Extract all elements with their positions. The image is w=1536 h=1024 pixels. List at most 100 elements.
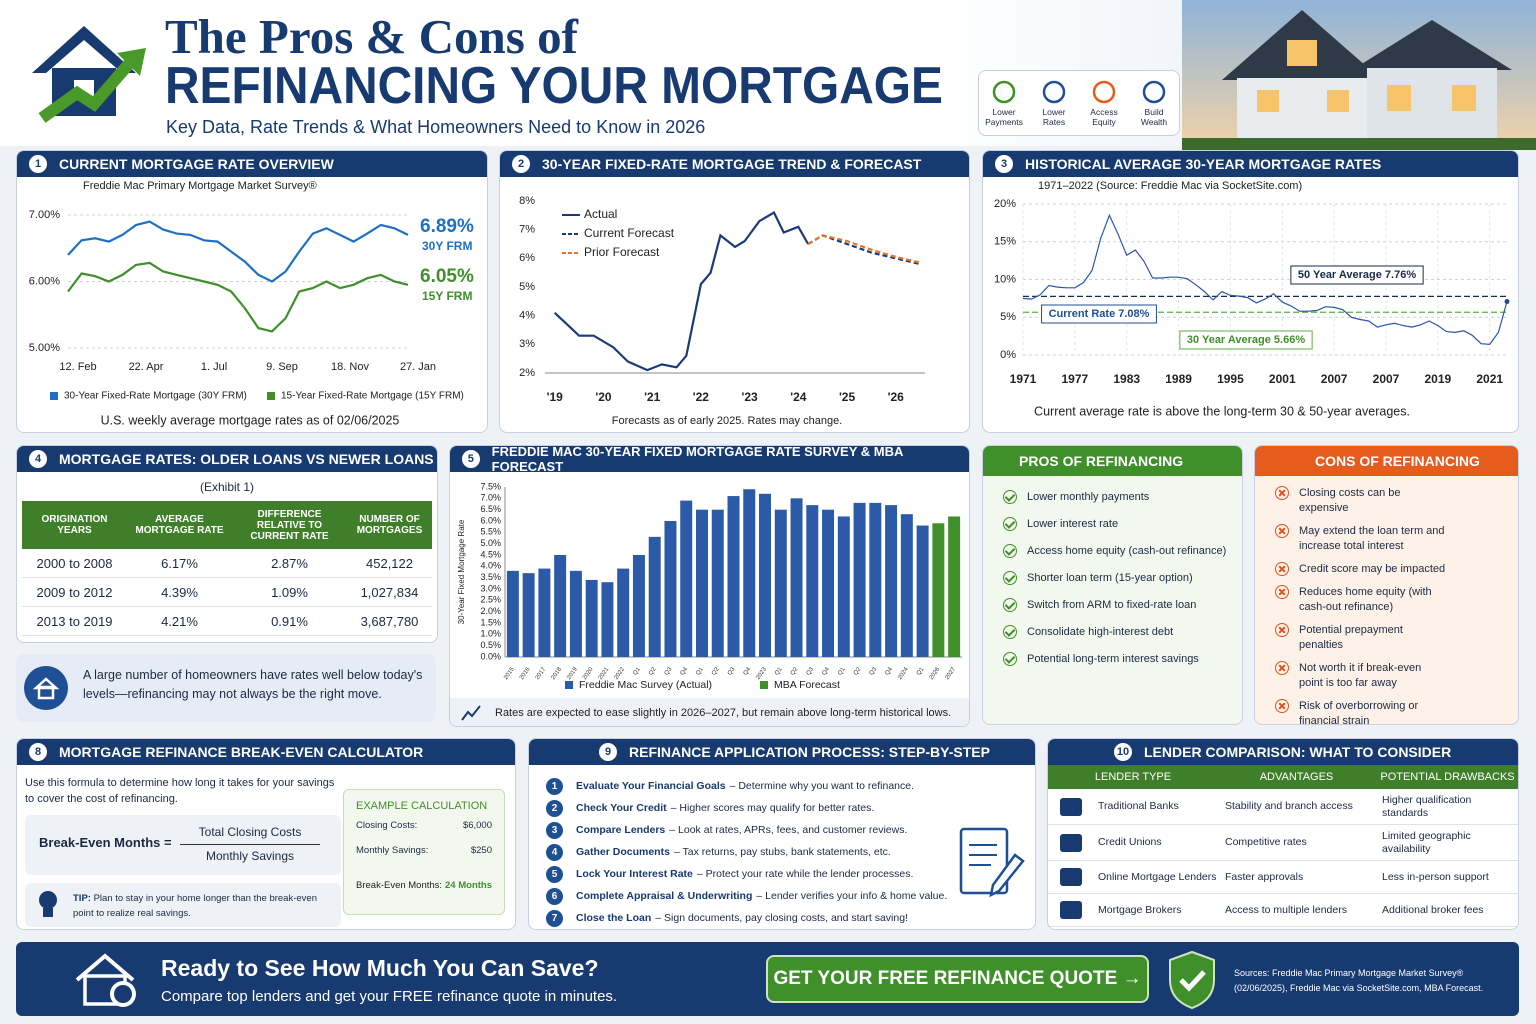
badge-label: Lower Rates xyxy=(1042,107,1066,127)
step-title: Lock Your Interest Rate xyxy=(576,868,693,880)
item-icon xyxy=(1003,571,1017,585)
table-cell: Competitive rates xyxy=(1218,825,1375,861)
badge: Build Wealth xyxy=(1131,79,1177,135)
example-row: Monthly Savings: $250 xyxy=(356,845,492,856)
pros-item: Lower interest rate xyxy=(999,517,1228,532)
cell-text: Access to multiple lenders xyxy=(1225,903,1347,916)
table-cell: 2000 to 2008 xyxy=(22,549,127,578)
item-icon xyxy=(1003,517,1017,531)
step-text: – Protect your rate while the lender pro… xyxy=(696,868,914,880)
pros-item: Access home equity (cash-out refinance) xyxy=(999,544,1228,559)
table-cell: 2009 to 2012 xyxy=(22,578,127,607)
cons-item: Potential prepayment penalties xyxy=(1271,623,1446,653)
lender-icon xyxy=(1060,868,1082,886)
cons-item: May extend the loan term and increase to… xyxy=(1271,524,1446,554)
lender-icon xyxy=(1060,833,1082,852)
badge-label: Access Equity xyxy=(1090,107,1118,127)
panel-header: CONS OF REFINANCING xyxy=(1255,446,1518,476)
panel-header: 2 30-YEAR FIXED-RATE MORTGAGE TREND & FOR… xyxy=(500,151,969,177)
step-number: 6 xyxy=(546,887,563,905)
panel-header: 8 MORTGAGE REFINANCE BREAK-EVEN CALCULATO… xyxy=(17,739,515,765)
pros-item: Potential long-term interest savings xyxy=(999,652,1228,667)
example-label: Break-Even Months: xyxy=(356,880,443,891)
table-cell: 4.39% xyxy=(127,578,232,607)
table-cell: Limited geographic availability xyxy=(1375,825,1518,861)
cell-text: Limited geographic availability xyxy=(1382,829,1471,855)
cons-item: Not worth it if break-even point is too … xyxy=(1271,661,1446,691)
pros-item: Switch from ARM to fixed-rate loan xyxy=(999,598,1228,613)
panel-older-loans: 4 MORTGAGE RATES: OLDER LOANS VS NEWER LO… xyxy=(16,445,438,643)
step-text: – Higher scores may qualify for better r… xyxy=(670,802,875,814)
item-icon xyxy=(1275,623,1289,637)
example-box: EXAMPLE CALCULATION Closing Costs: $6,000… xyxy=(343,789,505,915)
badge: Lower Rates xyxy=(1031,79,1077,135)
tip: TIP: Plan to stay in your home longer th… xyxy=(73,891,333,921)
intro: Use this formula to determine how long i… xyxy=(25,777,335,805)
step: 2 Check Your Credit – Higher scores may qu… xyxy=(546,797,1035,819)
badge: Lower Payments xyxy=(981,79,1027,135)
step-title: Compare Lenders xyxy=(576,824,666,836)
table-cell: Mortgage Brokers xyxy=(1048,894,1218,927)
note-bar xyxy=(450,698,969,726)
panel-number: 1 xyxy=(29,155,47,173)
cell-text: Competitive rates xyxy=(1225,836,1307,848)
badge-icon xyxy=(992,80,1016,104)
item-text: Closing costs can be expensive xyxy=(1299,487,1401,514)
cell-text: Faster approvals xyxy=(1225,870,1304,883)
badge-label: Lower Payments xyxy=(985,107,1023,127)
panel-title: PROS OF REFINANCING xyxy=(1019,453,1184,469)
badge-shape xyxy=(1142,80,1166,104)
step-number: 3 xyxy=(546,821,563,839)
table-cell: Traditional Banks xyxy=(1048,789,1218,825)
table-cell: Access to multiple lenders xyxy=(1218,894,1375,927)
cell-text: Mortgage Brokers xyxy=(1098,903,1182,916)
item-text: Lower monthly payments xyxy=(1027,491,1150,503)
badges: Lower Payments Lower Rates Access Equity Bu… xyxy=(978,70,1180,136)
badge-icon xyxy=(1042,80,1066,104)
table-cell: 2.87% xyxy=(232,549,347,578)
item-icon xyxy=(1275,562,1289,576)
example-value: 24 Months xyxy=(445,880,492,891)
table-cell: Online Mortgage Lenders xyxy=(1048,861,1218,894)
example-label: Monthly Savings: xyxy=(356,845,429,856)
panel-pros: PROS OF REFINANCING Lower monthly paymen… xyxy=(982,445,1243,725)
table-header: LENDER TYPE xyxy=(1048,765,1218,789)
example-row: Closing Costs: $6,000 xyxy=(356,820,492,831)
denominator: Monthly Savings xyxy=(205,849,295,863)
step: 3 Compare Lenders – Look at rates, APRs, f… xyxy=(546,819,1035,841)
tip-text: Plan to stay in your home longer than th… xyxy=(73,893,317,919)
step: 4 Gather Documents – Tax returns, pay stub… xyxy=(546,841,1035,863)
pros-item: Shorter loan term (15-year option) xyxy=(999,571,1228,586)
item-icon xyxy=(1275,524,1289,538)
item-text: Reduces home equity (with cash-out refin… xyxy=(1299,586,1432,613)
table-header: DIFFERENCE RELATIVE TO CURRENT RATE xyxy=(232,501,347,549)
step-title: Check Your Credit xyxy=(576,802,667,814)
lender-icon xyxy=(1060,797,1082,816)
table: LENDER TYPE ADVANTAGES POTENTIAL DRAWBACKS… xyxy=(1048,765,1518,927)
cell-text: Stability and branch access xyxy=(1225,800,1353,812)
step: 7 Close the Loan – Sign documents, pay clo… xyxy=(546,907,1035,929)
cta-button[interactable]: GET YOUR FREE REFINANCE QUOTE → xyxy=(766,955,1149,1003)
item-icon xyxy=(1003,652,1017,666)
house-icon xyxy=(24,666,68,710)
table-cell: Stability and branch access xyxy=(1218,789,1375,825)
formula-box: Break-Even Months = Total Closing Costs … xyxy=(25,815,341,875)
table-cell: 4.21% xyxy=(127,607,232,636)
cons-item: Risk of overborrowing or financial strai… xyxy=(1271,699,1446,724)
item-icon xyxy=(1003,625,1017,639)
cell-text: Online Mortgage Lenders xyxy=(1098,870,1217,883)
step-number: 5 xyxy=(546,865,563,883)
example-rows: Closing Costs: $6,000 Monthly Savings: $250… xyxy=(356,820,492,891)
panel-number: 5 xyxy=(462,450,480,468)
step-number: 2 xyxy=(546,799,563,817)
step: 1 Evaluate Your Financial Goals – Determin… xyxy=(546,775,1035,797)
subtitle: Key Data, Rate Trends & What Homeowners … xyxy=(166,117,706,137)
table: ORIGINATION YEARS AVERAGE MORTGAGE RATE DI… xyxy=(22,501,432,636)
example-title: EXAMPLE CALCULATION xyxy=(356,800,488,812)
panel-header: 4 MORTGAGE RATES: OLDER LOANS VS NEWER LO… xyxy=(17,446,437,472)
example-value: $250 xyxy=(470,845,492,856)
note-text: A large number of homeowners have rates … xyxy=(83,668,423,701)
example-row: Break-Even Months: 24 Months xyxy=(356,880,492,891)
step: 5 Lock Your Interest Rate – Protect your r… xyxy=(546,863,1035,885)
